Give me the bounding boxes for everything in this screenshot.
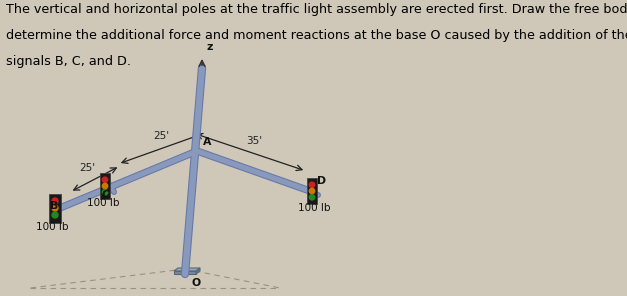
Circle shape xyxy=(52,205,58,211)
Circle shape xyxy=(102,177,108,182)
Text: 25': 25' xyxy=(79,163,95,173)
Text: D: D xyxy=(317,176,326,186)
FancyBboxPatch shape xyxy=(100,173,110,199)
Text: 100 lb: 100 lb xyxy=(87,198,119,208)
Text: B: B xyxy=(50,201,58,211)
Text: signals B, C, and D.: signals B, C, and D. xyxy=(6,55,131,68)
Circle shape xyxy=(102,183,108,189)
Circle shape xyxy=(52,198,58,204)
Text: determine the additional force and moment reactions at the base O caused by the : determine the additional force and momen… xyxy=(6,29,627,42)
Polygon shape xyxy=(174,271,196,274)
Text: O: O xyxy=(191,278,200,288)
FancyBboxPatch shape xyxy=(307,178,317,204)
Text: 35': 35' xyxy=(246,136,263,146)
Text: 25': 25' xyxy=(154,131,169,141)
Polygon shape xyxy=(196,268,200,274)
Circle shape xyxy=(102,189,108,195)
Circle shape xyxy=(309,188,315,194)
Circle shape xyxy=(309,194,315,200)
Text: The vertical and horizontal poles at the traffic light assembly are erected firs: The vertical and horizontal poles at the… xyxy=(6,3,627,16)
FancyBboxPatch shape xyxy=(50,194,60,223)
Text: A: A xyxy=(203,137,211,147)
Text: 100 lb: 100 lb xyxy=(298,203,330,213)
Text: z: z xyxy=(207,42,213,52)
Circle shape xyxy=(309,182,315,187)
Text: C: C xyxy=(101,190,109,200)
Circle shape xyxy=(52,212,58,218)
Polygon shape xyxy=(174,268,200,271)
Text: 100 lb: 100 lb xyxy=(36,222,68,232)
